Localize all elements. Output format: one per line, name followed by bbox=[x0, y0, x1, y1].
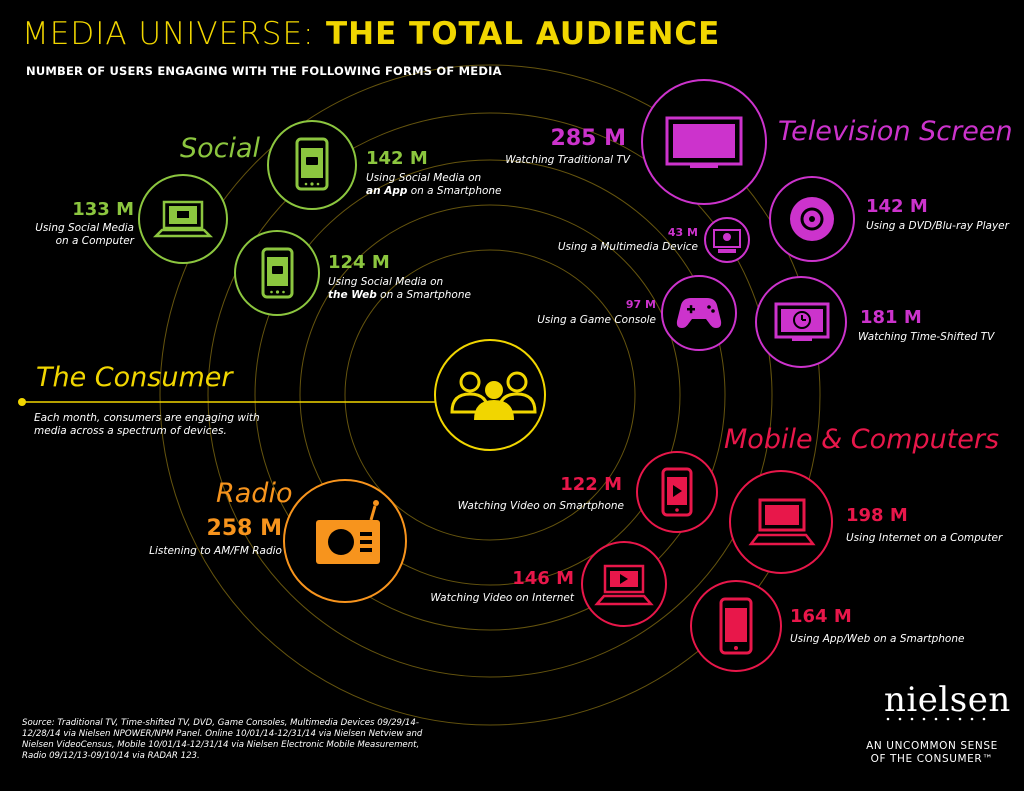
multimedia-device-icon-circle bbox=[704, 217, 750, 263]
consumer-dot bbox=[18, 398, 26, 406]
people-group-icon bbox=[450, 371, 537, 420]
social-computer-value: 133 M bbox=[72, 199, 134, 220]
timeshift-tv-icon-circle bbox=[755, 276, 847, 368]
social-app-description: Using Social Media on an App on a Smartp… bbox=[366, 172, 502, 198]
social-app-desc-bold: an App bbox=[366, 185, 408, 197]
radio-label: Radio bbox=[216, 478, 293, 509]
orbit-ring-2 bbox=[299, 204, 681, 586]
brand-tagline-line-1: AN UNCOMMON SENSE bbox=[866, 740, 998, 752]
social-computer-desc-line-1: Using Social Media bbox=[35, 222, 134, 234]
consumer-description: Each month, consumers are engaging with … bbox=[34, 412, 260, 438]
smartphone-icon-circle bbox=[690, 580, 782, 672]
social-web-description: Using Social Media on the Web on a Smart… bbox=[328, 276, 471, 302]
mobile-smartphone-value: 164 M bbox=[790, 606, 852, 627]
brand-tagline: AN UNCOMMON SENSE OF THE CONSUMER™ bbox=[856, 740, 1008, 766]
tv-console-description: Using a Game Console bbox=[537, 314, 656, 326]
mobile-phone-video-value: 122 M bbox=[560, 474, 622, 495]
tv-traditional-value: 285 M bbox=[550, 126, 626, 151]
orbit-rings bbox=[159, 64, 821, 726]
mobile-smartphone-description: Using App/Web on a Smartphone bbox=[790, 633, 965, 645]
social-app-desc-rest: on a Smartphone bbox=[407, 185, 502, 197]
consumer-desc-line-2: media across a spectrum of devices. bbox=[34, 425, 227, 437]
mobile-internet-value: 198 M bbox=[846, 505, 908, 526]
orbit-ring-4 bbox=[207, 112, 773, 678]
social-web-desc-line-1: Using Social Media on bbox=[328, 276, 444, 288]
tv-multimedia-description: Using a Multimedia Device bbox=[557, 241, 698, 253]
radio-description: Listening to AM/FM Radio bbox=[149, 545, 282, 557]
tv-icon-circle bbox=[641, 79, 767, 205]
tv-traditional-description: Watching Traditional TV bbox=[505, 154, 630, 166]
mobile-phone-video-description: Watching Video on Smartphone bbox=[457, 500, 624, 512]
logo-dots bbox=[886, 717, 986, 721]
phone-video-icon-circle bbox=[636, 451, 718, 533]
mobile-label: Mobile & Computers bbox=[724, 424, 1000, 455]
social-app-value: 142 M bbox=[366, 148, 428, 169]
mobile-internet-video-description: Watching Video on Internet bbox=[430, 592, 574, 604]
social-app-desc-line-2: an App on a Smartphone bbox=[366, 185, 502, 198]
social-web-desc-bold: the Web bbox=[328, 289, 377, 301]
orbit-ring-1 bbox=[344, 249, 636, 541]
laptop-icon-circle bbox=[729, 470, 833, 574]
consumer-desc-line-1: Each month, consumers are engaging with bbox=[34, 412, 260, 424]
social-app-desc-line-1: Using Social Media on bbox=[366, 172, 482, 184]
gamepad-icon-circle bbox=[661, 275, 737, 351]
social-phone-app-icon-circle bbox=[267, 120, 357, 210]
tv-timeshift-value: 181 M bbox=[860, 307, 922, 328]
orbit-ring-3 bbox=[254, 159, 726, 631]
source-note: Source: Traditional TV, Time-shifted TV,… bbox=[22, 718, 423, 761]
mobile-internet-video-value: 146 M bbox=[512, 568, 574, 589]
television-label: Television Screen bbox=[778, 116, 1013, 147]
social-web-desc-rest: on a Smartphone bbox=[376, 289, 471, 301]
title-part-1: MEDIA UNIVERSE: bbox=[22, 16, 315, 52]
radio-value: 258 M bbox=[206, 516, 282, 541]
radio-icon-circle bbox=[283, 479, 407, 603]
subtitle: NUMBER OF USERS ENGAGING WITH THE FOLLOW… bbox=[26, 64, 502, 78]
social-laptop-icon-circle bbox=[138, 174, 228, 264]
social-computer-description: Using Social Media on a Computer bbox=[35, 222, 134, 248]
tv-dvd-description: Using a DVD/Blu-ray Player bbox=[866, 220, 1009, 232]
laptop-video-icon-circle bbox=[581, 541, 667, 627]
orbit-ring-5 bbox=[159, 64, 821, 726]
tv-console-value: 97 M bbox=[625, 298, 656, 311]
brand-tagline-line-2: OF THE CONSUMER™ bbox=[870, 753, 994, 765]
tv-dvd-value: 142 M bbox=[866, 196, 928, 217]
tv-multimedia-value: 43 M bbox=[667, 226, 698, 239]
consumer-label: The Consumer bbox=[36, 362, 233, 393]
tv-timeshift-description: Watching Time-Shifted TV bbox=[858, 331, 995, 343]
social-web-value: 124 M bbox=[328, 252, 390, 273]
social-computer-desc-line-2: on a Computer bbox=[55, 235, 134, 247]
social-web-desc-line-2: the Web on a Smartphone bbox=[328, 289, 471, 302]
mobile-internet-description: Using Internet on a Computer bbox=[846, 532, 1003, 544]
title-part-2: THE TOTAL AUDIENCE bbox=[326, 16, 721, 52]
social-phone-web-icon-circle bbox=[234, 230, 320, 316]
nielsen-logo: nielsen bbox=[884, 680, 1011, 720]
disc-icon-circle bbox=[769, 176, 855, 262]
social-label: Social bbox=[180, 133, 261, 164]
